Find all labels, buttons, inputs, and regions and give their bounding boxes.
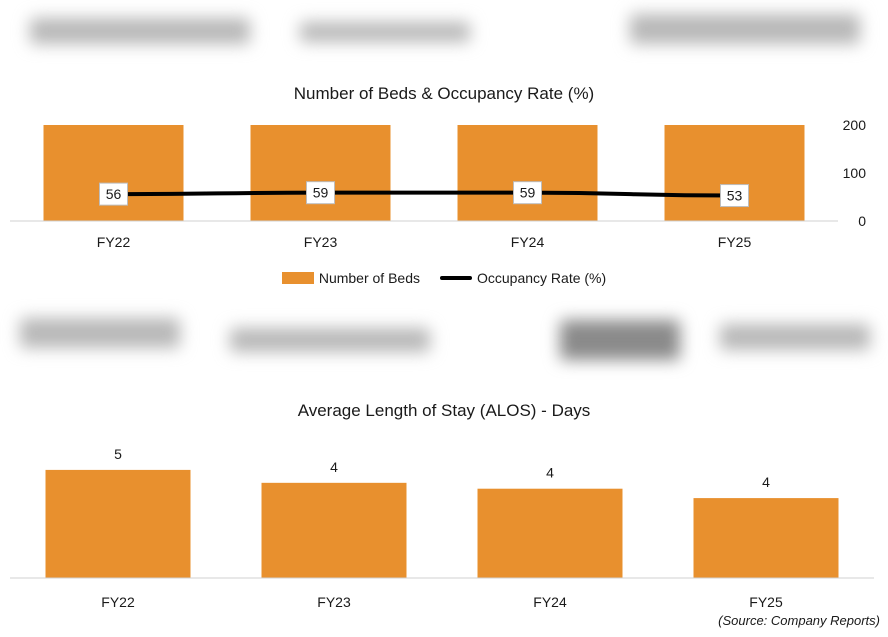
bar-alos-FY22 [45, 469, 191, 578]
data-label-text: 59 [313, 185, 329, 201]
chart-title-alos: Average Length of Stay (ALOS) - Days [297, 401, 591, 420]
data-label-text: 59 [520, 185, 536, 201]
y-right-tick-label-200: 200 [843, 117, 867, 133]
chart-title-beds-occupancy: Number of Beds & Occupancy Rate (%) [293, 84, 595, 103]
bar-alos-FY24 [477, 488, 623, 578]
legend-swatch-beds [281, 272, 314, 284]
x-tick-label-FY24: FY24 [511, 234, 545, 250]
blurred-header-band [0, 0, 888, 62]
bar-alos-FY23 [261, 482, 407, 578]
bar-beds-FY24 [457, 125, 598, 221]
legend-label-occupancy: Occupancy Rate (%) [477, 270, 607, 286]
data-label-occupancy-FY23: 59 [306, 181, 335, 205]
x-tick-label-FY25: FY25 [718, 234, 752, 250]
data-label-box [99, 182, 128, 206]
y-right-tick-label-0: 0 [858, 213, 866, 229]
source-note: (Source: Company Reports) [718, 613, 880, 628]
x-tick-label-alos-FY22: FY22 [101, 594, 135, 610]
data-label-text: 56 [106, 186, 122, 202]
blurred-middle-band [0, 308, 888, 372]
data-label-occupancy-FY24: 59 [513, 181, 542, 205]
x-tick-label-alos-FY24: FY24 [533, 594, 567, 610]
x-tick-label-alos-FY23: FY23 [317, 594, 351, 610]
legend-item-occupancy: Occupancy Rate (%) [440, 270, 606, 286]
chart-legend: Number of Beds Occupancy Rate (%) [0, 270, 888, 286]
data-label-box [513, 181, 542, 205]
x-tick-label-FY22: FY22 [97, 234, 131, 250]
chart-beds-occupancy: 56 59 59 53 FY22 FY23 FY24 FY25 200 100 0 [10, 117, 867, 250]
data-label-box [306, 181, 335, 205]
y-right-tick-label-100: 100 [843, 165, 867, 181]
legend-item-beds: Number of Beds [281, 270, 420, 286]
x-tick-label-FY23: FY23 [304, 234, 338, 250]
data-label-alos-FY23: 4 [330, 459, 338, 475]
legend-label-beds: Number of Beds [318, 270, 420, 286]
data-label-occupancy-FY25: 53 [720, 184, 749, 208]
data-label-text: 53 [727, 188, 743, 204]
data-label-alos-FY25: 4 [762, 474, 770, 490]
bar-alos-FY25 [693, 498, 839, 578]
data-label-occupancy-FY22: 56 [99, 182, 128, 206]
data-label-box [720, 184, 749, 208]
legend-swatch-occupancy [440, 276, 472, 280]
x-tick-label-alos-FY25: FY25 [749, 594, 783, 610]
line-occupancy-rate [111, 190, 737, 198]
bar-beds-FY23 [250, 125, 391, 221]
data-label-alos-FY22: 5 [114, 446, 122, 462]
data-label-alos-FY24: 4 [546, 465, 554, 481]
